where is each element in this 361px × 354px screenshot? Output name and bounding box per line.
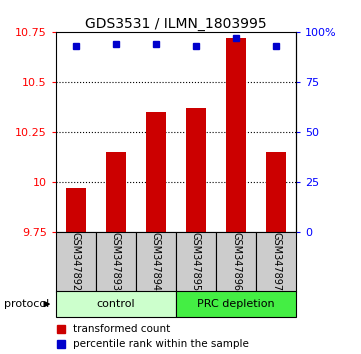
Text: control: control: [97, 299, 135, 309]
Bar: [186, 108, 206, 232]
Bar: [256, 232, 296, 292]
Text: GSM347897: GSM347897: [271, 232, 281, 292]
Text: transformed count: transformed count: [73, 324, 170, 333]
Bar: [56, 232, 96, 292]
Bar: [216, 232, 256, 292]
Text: protocol: protocol: [4, 299, 49, 309]
Bar: [106, 152, 126, 232]
Text: GSM347894: GSM347894: [151, 233, 161, 291]
Bar: [266, 152, 286, 232]
Bar: [226, 38, 246, 232]
Bar: [176, 291, 296, 317]
Text: GSM347893: GSM347893: [111, 233, 121, 291]
Text: GSM347892: GSM347892: [71, 232, 81, 292]
Title: GDS3531 / ILMN_1803995: GDS3531 / ILMN_1803995: [85, 17, 267, 31]
Bar: [136, 232, 176, 292]
Text: GSM347896: GSM347896: [231, 233, 241, 291]
Text: PRC depletion: PRC depletion: [197, 299, 275, 309]
Bar: [66, 188, 86, 232]
Text: percentile rank within the sample: percentile rank within the sample: [73, 339, 249, 349]
Bar: [176, 232, 216, 292]
Text: GSM347895: GSM347895: [191, 232, 201, 292]
Bar: [56, 291, 176, 317]
Bar: [146, 112, 166, 232]
Bar: [96, 232, 136, 292]
